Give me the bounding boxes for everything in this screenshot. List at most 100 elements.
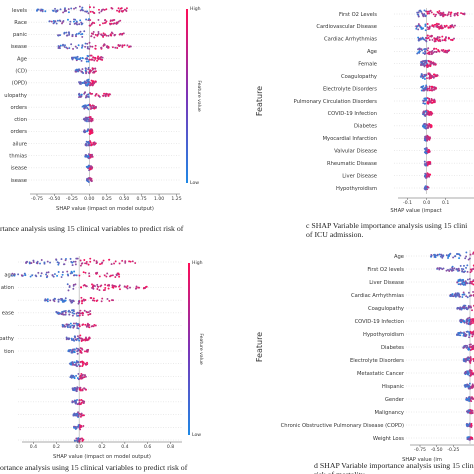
feature-label: COVID-19 Infection bbox=[328, 111, 377, 117]
shap-point bbox=[86, 47, 89, 50]
shap-point bbox=[82, 425, 85, 427]
shap-point bbox=[65, 34, 68, 37]
shap-point bbox=[448, 254, 451, 257]
shap-point bbox=[67, 349, 70, 352]
shap-point bbox=[425, 113, 428, 115]
shap-point bbox=[436, 267, 439, 270]
shap-point bbox=[428, 123, 431, 126]
shap-point bbox=[429, 101, 432, 104]
shap-point bbox=[106, 298, 109, 300]
shap-point bbox=[468, 343, 471, 346]
shap-point bbox=[57, 45, 60, 48]
x-tick-label: 0.4 bbox=[30, 444, 37, 450]
shap-point bbox=[448, 37, 451, 40]
shap-point bbox=[121, 46, 124, 48]
shap-point bbox=[438, 10, 441, 13]
feature-label: Gender bbox=[385, 397, 405, 403]
shap-point bbox=[442, 254, 445, 257]
shap-point bbox=[81, 33, 84, 35]
shap-point bbox=[74, 338, 77, 341]
shap-point bbox=[76, 350, 79, 353]
colorbar-low-label: Low bbox=[190, 180, 199, 186]
shap-point bbox=[119, 19, 122, 22]
shap-point bbox=[85, 60, 88, 63]
shap-point bbox=[84, 374, 86, 377]
shap-point bbox=[462, 307, 465, 310]
shap-point bbox=[441, 256, 444, 259]
shap-point bbox=[468, 369, 471, 372]
shap-point bbox=[11, 272, 14, 275]
shap-point bbox=[84, 67, 87, 70]
shap-point bbox=[466, 296, 469, 299]
shap-point bbox=[72, 47, 75, 50]
shap-point bbox=[118, 262, 121, 265]
shap-point bbox=[449, 268, 452, 271]
shap-point bbox=[80, 95, 83, 98]
shap-point bbox=[433, 37, 436, 40]
shap-point bbox=[31, 274, 34, 277]
shap-point bbox=[429, 173, 432, 176]
shap-point bbox=[116, 47, 119, 49]
shap-point bbox=[89, 107, 92, 110]
feature-label: panic bbox=[13, 32, 27, 38]
shap-point bbox=[62, 324, 65, 327]
shap-point bbox=[455, 268, 458, 270]
shap-point bbox=[429, 64, 432, 67]
shap-point bbox=[117, 7, 120, 10]
shap-point bbox=[452, 26, 455, 29]
shap-point bbox=[435, 25, 438, 28]
shap-point bbox=[94, 143, 97, 145]
x-tick-label: -0.50 bbox=[48, 196, 60, 202]
shap-point bbox=[466, 320, 469, 323]
shap-point bbox=[90, 120, 93, 123]
shap-point bbox=[87, 104, 90, 106]
shap-point bbox=[445, 24, 448, 27]
shap-point bbox=[78, 438, 81, 440]
shap-point bbox=[429, 76, 431, 79]
shap-point bbox=[76, 398, 79, 401]
feature-label: Hypothyroidism bbox=[336, 186, 377, 192]
shap-point bbox=[467, 356, 470, 359]
shap-point bbox=[53, 273, 56, 275]
shap-point bbox=[80, 286, 82, 289]
shap-point bbox=[37, 8, 40, 11]
shap-point bbox=[69, 257, 72, 260]
shap-point bbox=[80, 70, 83, 73]
shap-point bbox=[46, 298, 49, 301]
shap-point bbox=[89, 156, 92, 159]
shap-point bbox=[84, 350, 86, 353]
feature-label: thmias bbox=[9, 154, 27, 160]
shap-point bbox=[463, 281, 466, 284]
shap-point bbox=[89, 179, 92, 182]
shap-point bbox=[467, 323, 470, 326]
shap-point bbox=[92, 105, 95, 108]
shap-point bbox=[471, 322, 474, 324]
shap-point bbox=[90, 23, 93, 26]
shap-point bbox=[462, 319, 465, 322]
feature-label: Age bbox=[367, 49, 377, 55]
feature-label: Liver Disease bbox=[342, 173, 377, 179]
shap-point bbox=[460, 12, 462, 15]
shap-point bbox=[90, 92, 92, 95]
shap-point bbox=[470, 359, 472, 362]
shap-point bbox=[54, 297, 57, 300]
shap-point bbox=[78, 94, 81, 97]
shap-point bbox=[63, 45, 66, 48]
shap-point bbox=[435, 22, 438, 25]
shap-point bbox=[108, 284, 111, 287]
shap-point bbox=[75, 437, 78, 440]
shap-point bbox=[94, 33, 97, 36]
shap-point bbox=[436, 74, 439, 77]
shap-point bbox=[457, 280, 460, 283]
shap-point bbox=[75, 427, 78, 430]
shap-point bbox=[81, 401, 83, 404]
shap-point bbox=[77, 347, 79, 350]
shap-point bbox=[77, 302, 80, 305]
shap-point bbox=[76, 68, 78, 71]
shap-point bbox=[85, 154, 88, 157]
shap-point bbox=[61, 311, 64, 313]
shap-point bbox=[463, 321, 466, 324]
shap-point bbox=[81, 262, 84, 265]
shap-point bbox=[106, 272, 109, 275]
x-tick-label: 1.00 bbox=[154, 196, 164, 202]
